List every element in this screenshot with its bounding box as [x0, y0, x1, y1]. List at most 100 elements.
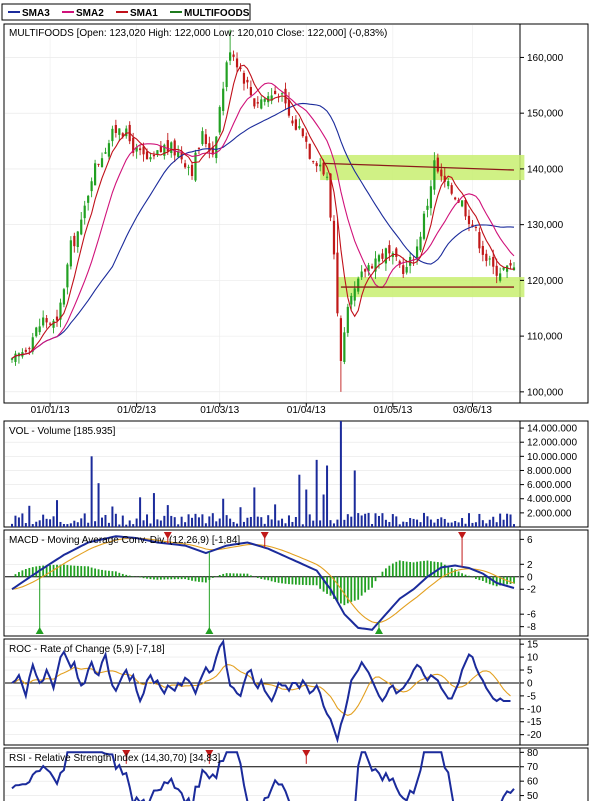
volume-bar	[42, 514, 45, 527]
volume-bar	[499, 513, 502, 527]
candle-body	[395, 248, 398, 257]
candle-body	[235, 58, 239, 68]
candle-body	[35, 327, 38, 337]
candle-body	[31, 337, 34, 352]
candle-body	[270, 95, 273, 101]
volume-bar	[374, 513, 377, 527]
volume-bar	[298, 474, 301, 527]
volume-bar	[267, 515, 270, 527]
volume-bar	[457, 522, 460, 527]
macd-histogram-bar	[177, 576, 180, 580]
candle-body	[55, 316, 59, 321]
volume-bar	[229, 518, 232, 527]
rsi-y-ticks: 50 60 70 80	[520, 748, 539, 801]
macd-histogram-bar	[118, 572, 121, 577]
candle-body	[163, 144, 166, 156]
candle-body	[443, 175, 446, 182]
macd-histogram-bar	[433, 561, 436, 577]
macd-histogram-bar	[322, 576, 325, 592]
candle-body	[218, 107, 221, 133]
volume-bar	[263, 523, 266, 527]
candle-body	[190, 164, 194, 177]
candle-body	[429, 186, 433, 209]
candle-body	[353, 288, 356, 301]
candle-body	[381, 253, 384, 259]
volume-bar	[429, 519, 432, 527]
volume-bar	[135, 518, 138, 527]
candle-body	[177, 151, 180, 157]
volume-bar	[256, 516, 259, 527]
rsi-title: RSI - Relative Strength Index (14,30,70)…	[9, 753, 220, 764]
volume-y-tick-label: 4.000.000	[527, 494, 572, 505]
volume-bar	[163, 515, 166, 527]
volume-bar	[118, 524, 121, 527]
price-y-tick-label: 130,000	[527, 220, 564, 231]
macd-histogram-bar	[239, 573, 242, 577]
volume-bar	[481, 520, 484, 527]
volume-bar	[139, 497, 142, 527]
volume-bar	[367, 512, 370, 527]
sma-line-sma1	[11, 64, 515, 359]
volume-bar	[339, 421, 342, 527]
volume-bar	[149, 523, 152, 527]
volume-bar	[405, 521, 408, 527]
price-y-tick-label: 150,000	[527, 109, 564, 120]
volume-panel	[3, 420, 589, 528]
roc-line	[11, 638, 511, 744]
volume-bar	[488, 519, 491, 527]
macd-histogram-bar	[423, 560, 425, 577]
price-moving-averages	[11, 64, 515, 359]
candle-body	[107, 143, 111, 157]
rsi-y-tick-label: 60	[527, 777, 539, 788]
candle-body	[76, 231, 79, 247]
macd-histogram-bar	[440, 562, 443, 577]
macd-histogram-bar	[94, 568, 96, 577]
candle-body	[246, 79, 249, 83]
candle-body	[339, 318, 342, 361]
candle-body	[509, 263, 512, 266]
volume-bar	[388, 521, 391, 527]
candle-body	[24, 349, 27, 352]
candle-body	[204, 134, 207, 145]
candle-body	[436, 157, 439, 172]
volume-bar	[274, 504, 277, 527]
roc-y-tick-label: 0	[527, 678, 533, 689]
candle-body	[253, 98, 256, 107]
volume-bar	[28, 505, 31, 527]
price-x-tick-label: 01/05/13	[373, 405, 412, 416]
roc-title: ROC - Rate of Change (5,9) [-7,18]	[9, 644, 165, 655]
volume-y-tick-label: 2.000.000	[527, 508, 572, 519]
volume-bar	[471, 522, 474, 527]
volume-bar	[142, 520, 145, 527]
volume-bar	[170, 515, 173, 527]
macd-histogram-bar	[52, 564, 55, 577]
macd-histogram-bar	[59, 564, 62, 577]
candle-body	[229, 52, 232, 61]
candle-body	[440, 169, 443, 177]
candle-body	[59, 302, 62, 320]
volume-bar	[495, 522, 498, 527]
volume-bar	[45, 518, 48, 527]
volume-bar	[197, 517, 200, 527]
candle-body	[377, 255, 381, 262]
macd-histogram-bar	[336, 576, 339, 602]
price-x-ticks: 01/01/13 01/02/13 01/03/13 01/04/13 01/05/13…	[31, 403, 492, 416]
candle-body	[249, 87, 252, 96]
volume-title: VOL - Volume [185.935]	[9, 426, 116, 437]
candle-body	[360, 271, 363, 278]
macd-histogram-bar	[73, 565, 76, 577]
roc-lines	[11, 638, 511, 744]
legend: SMA3 SMA2 SMA1 MULTIFOODS	[1, 3, 251, 21]
macd-histogram-bar	[419, 561, 422, 577]
macd-histogram-bar	[405, 561, 408, 577]
sma-line-sma2	[11, 82, 515, 359]
candle-body	[225, 62, 228, 88]
macd-histogram-bar	[416, 561, 418, 577]
volume-bar	[121, 515, 124, 527]
volume-bar	[291, 521, 294, 527]
macd-histogram-bar	[246, 573, 249, 577]
volume-bar	[21, 513, 24, 527]
rsi-lines	[11, 751, 515, 801]
candle-body	[152, 154, 156, 157]
